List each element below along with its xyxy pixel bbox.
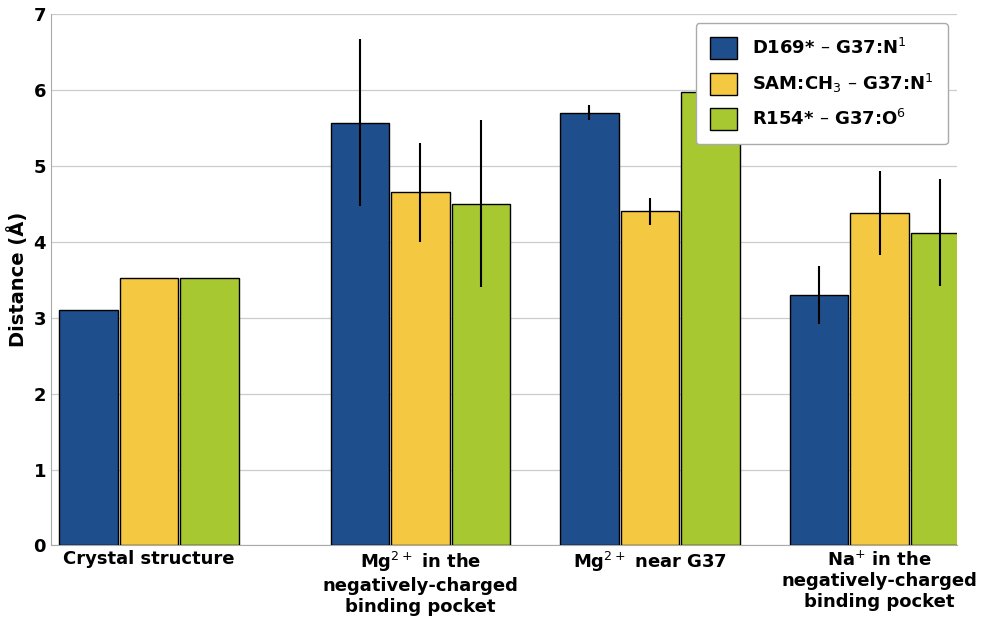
Bar bbox=[681, 92, 740, 546]
Bar bbox=[790, 295, 849, 546]
Bar bbox=[561, 113, 619, 546]
Bar bbox=[120, 278, 178, 546]
Bar bbox=[911, 232, 969, 546]
Legend: D169* – G37:N$^{1}$, SAM:CH$_{3}$ – G37:N$^{1}$, R154* – G37:O$^{6}$: D169* – G37:N$^{1}$, SAM:CH$_{3}$ – G37:… bbox=[696, 23, 948, 145]
Bar bbox=[59, 310, 118, 546]
Bar bbox=[621, 211, 679, 546]
Bar bbox=[851, 213, 909, 546]
Bar bbox=[391, 193, 449, 546]
Bar bbox=[452, 204, 510, 546]
Bar bbox=[331, 123, 389, 546]
Bar bbox=[180, 278, 239, 546]
Y-axis label: Distance (Å): Distance (Å) bbox=[7, 212, 28, 348]
